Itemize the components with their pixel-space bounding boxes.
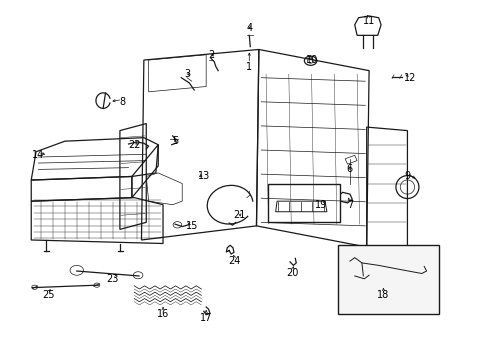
Text: 9: 9 [404, 171, 409, 181]
Text: 5: 5 [172, 136, 178, 146]
Text: 18: 18 [377, 290, 389, 300]
Text: 15: 15 [185, 221, 198, 231]
Text: 7: 7 [346, 200, 352, 210]
Text: 2: 2 [207, 50, 214, 60]
Text: 24: 24 [228, 256, 241, 266]
Text: 10: 10 [305, 55, 317, 65]
Text: 22: 22 [128, 140, 140, 150]
Bar [268, 184, 340, 222]
Text: 6: 6 [346, 165, 352, 174]
Text: 12: 12 [403, 73, 415, 83]
Text: 23: 23 [106, 274, 119, 284]
Text: 20: 20 [285, 269, 298, 279]
Text: 1: 1 [246, 62, 252, 72]
Text: 14: 14 [32, 150, 44, 160]
Text: 25: 25 [41, 290, 54, 300]
Text: 11: 11 [362, 16, 374, 26]
Text: 16: 16 [157, 309, 169, 319]
Bar [337, 245, 438, 314]
Text: 3: 3 [183, 69, 190, 79]
Text: 21: 21 [233, 210, 245, 220]
Text: 8: 8 [119, 98, 125, 107]
Text: 13: 13 [197, 171, 209, 181]
Text: 4: 4 [246, 23, 252, 33]
Text: 17: 17 [200, 312, 212, 323]
Text: 19: 19 [314, 200, 326, 210]
